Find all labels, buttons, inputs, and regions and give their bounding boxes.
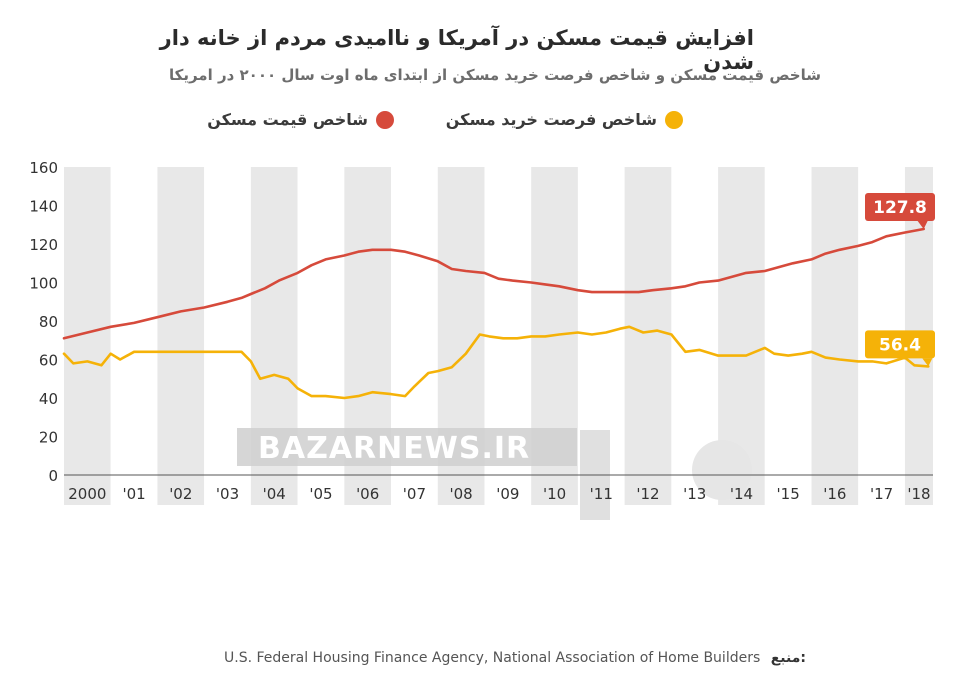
watermark-text: BAZARNEWS.IR [258,431,530,466]
callout-pointer [922,358,933,367]
year-band [624,167,672,505]
chart-legend: شاخص قیمت مسکن شاخص فرصت خرید مسکن [0,110,959,140]
chart-subtitle: شاخص قیمت مسکن و شاخص فرصت خرید مسکن از … [168,66,821,84]
callout-box [865,192,935,221]
callout-value: 56.4 [879,335,921,355]
legend-item-opportunity: شاخص فرصت خرید مسکن [446,110,683,129]
x-tick-label: '08 [450,485,473,503]
end-callouts: 127.8 56.4 [865,192,935,367]
legend-label-opportunity: شاخص فرصت خرید مسکن [445,110,657,129]
x-tick-label: '03 [216,485,239,503]
line-chart: BAZARNEWS.IR 0 20 40 60 80 100 120 140 160 2000 '… [29,159,935,520]
callout-box [865,330,935,359]
callout-pointer [917,220,928,229]
x-tick-label: '07 [403,485,426,503]
legend-dot-opportunity [665,110,683,129]
source-note: U.S. Federal Housing Finance Agency, Nat… [224,650,806,666]
x-tick-label: '12 [636,485,659,503]
callout-opportunity: 56.4 [865,330,935,367]
y-tick-label: 120 [29,236,58,254]
x-tick-label: '18 [907,485,930,503]
x-tick-label: '14 [730,485,753,503]
y-tick-label: 20 [39,429,58,447]
x-axis: 2000 '01 '02 '03 '04 '05 '06 '07 '08 '09 '10 '11 '12… [64,474,933,503]
watermark-globe-icon [692,440,752,500]
series-line-opportunity [62,325,930,400]
year-band [157,167,205,505]
source-text: U.S. Federal Housing Finance Agency, Nat… [224,650,761,666]
x-tick-label: '06 [356,485,379,503]
legend-dot-house-price [376,110,394,129]
watermark: BAZARNEWS.IR [237,428,752,520]
watermark-bar [237,428,577,466]
x-tick-label: '10 [543,485,566,503]
x-tick-label: '09 [496,485,519,503]
year-band [764,167,812,505]
x-tick-label: '15 [777,485,800,503]
callout-value: 127.8 [873,198,927,218]
y-tick-label: 40 [39,390,58,408]
x-tick-label: '05 [309,485,332,503]
x-tick-label: '13 [683,485,706,503]
x-tick-label: '01 [122,485,145,503]
y-tick-label: 80 [39,313,58,331]
x-tick-label: '04 [263,485,286,503]
year-band [811,167,859,505]
y-tick-label: 160 [29,159,58,177]
x-tick-label: 2000 [68,485,106,503]
series-lines [62,227,930,400]
callout-house-price: 127.8 [865,192,935,229]
x-tick-label: '11 [590,485,613,503]
y-tick-label: 60 [39,352,58,370]
x-tick-label: '17 [870,485,893,503]
year-band [110,167,158,505]
y-tick-label: 0 [48,467,58,485]
source-label: منبع: [770,650,806,666]
y-axis: 0 20 40 60 80 100 120 140 160 [29,159,58,485]
legend-label-house-price: شاخص قیمت مسکن [207,110,368,129]
series-line-house-price [62,227,926,340]
x-tick-label: '02 [169,485,192,503]
legend-item-house-price: شاخص قیمت مسکن [207,110,394,129]
y-tick-label: 140 [29,198,58,216]
chart-title: افزایش قیمت مسکن در آمریکا و ناامیدی مرد… [159,26,754,74]
y-tick-label: 100 [29,275,58,293]
x-tick-label: '16 [823,485,846,503]
